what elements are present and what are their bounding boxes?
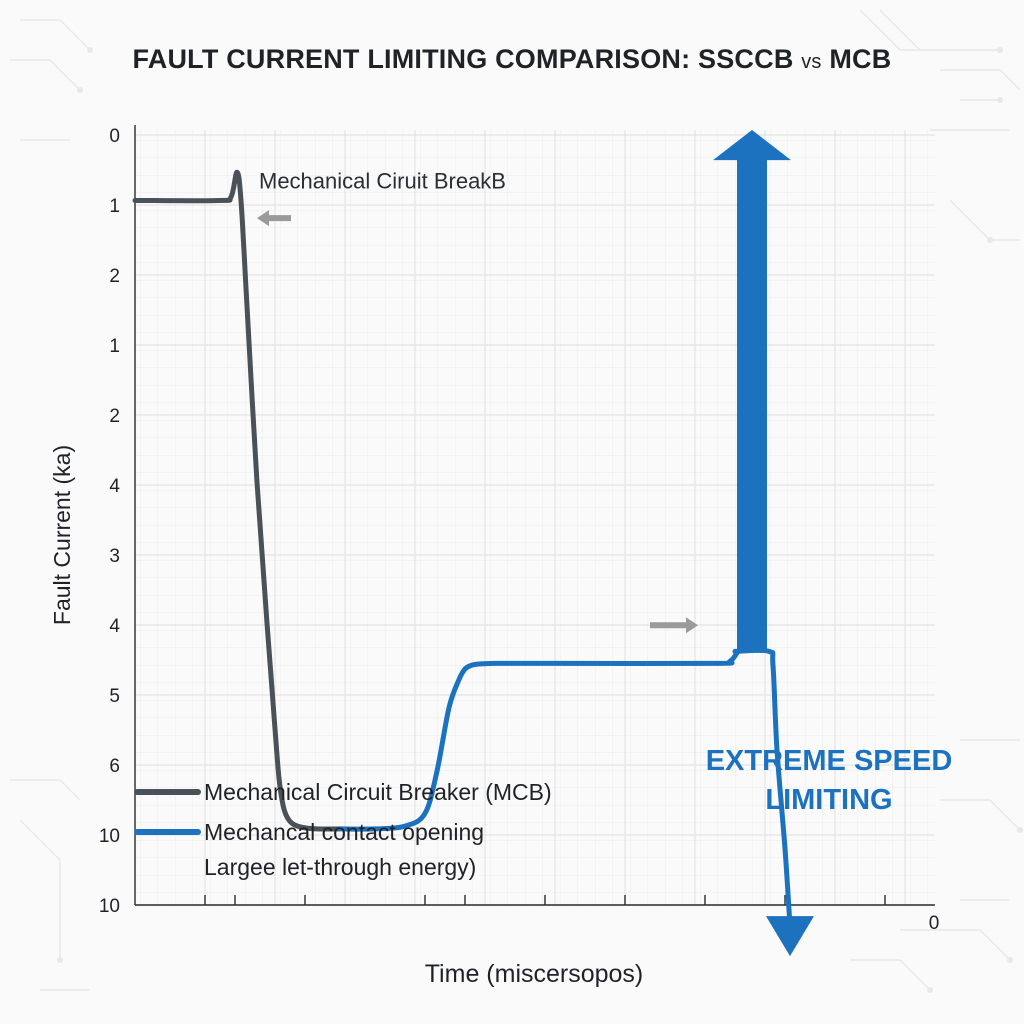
y-tick-label: 10 [99, 896, 120, 917]
y-tick-label: 3 [109, 546, 120, 567]
y-tick-label: 2 [109, 406, 120, 427]
y-tick-label: 4 [109, 476, 120, 497]
y-tick-label: 2 [109, 266, 120, 287]
legend-label: Mechanical Circuit Breaker (MCB) [204, 779, 552, 805]
legend-extra-line: Largee let-through energy) [204, 854, 476, 880]
extreme-speed-label: EXTREME SPEED [706, 745, 953, 777]
limiting-label: LIMITING [765, 784, 892, 816]
mcb-annotation: Mechanical Ciruit BreakB [259, 168, 506, 193]
grid [135, 130, 935, 906]
chart-title-vs: vs [801, 51, 822, 73]
legend: Mechanical Circuit Breaker (MCB) Mechanca… [134, 779, 552, 880]
x-corner-label: 0 [929, 913, 940, 934]
sscb-cutoff-line [732, 647, 793, 929]
extreme-limiting-arrow-up [713, 130, 791, 652]
pointer-arrow-left-icon [257, 210, 291, 227]
series-layer [132, 130, 814, 957]
y-tick-label: 4 [109, 616, 120, 637]
y-tick-label: 1 [109, 196, 120, 217]
y-tick-label: 5 [109, 686, 120, 707]
pointer-arrow-right-icon [650, 617, 698, 634]
chart-title-end: MCB [829, 44, 892, 74]
annotations: Mechanical Ciruit BreakB EXTREME SPEED LIM… [257, 168, 952, 816]
chart-title: FAULT CURRENT LIMITING COMPARISON: SSCCB… [0, 44, 1024, 75]
chart-title-main: FAULT CURRENT LIMITING COMPARISON: SSCCB [132, 44, 794, 74]
y-tick-label: 10 [99, 826, 120, 847]
extreme-limiting-arrow-down [766, 916, 814, 957]
mcb-series-line [132, 169, 343, 832]
y-tick-label: 0 [109, 126, 120, 147]
y-tick-label: 1 [109, 336, 120, 357]
y-tick-label: 6 [109, 756, 120, 777]
x-axis-label: Time (miscersopos) [425, 960, 644, 988]
y-axis-label: Fault Current (ka) [49, 445, 75, 625]
legend-label: Mechancal contact opening [204, 819, 484, 845]
sscb-series-line [337, 648, 741, 832]
